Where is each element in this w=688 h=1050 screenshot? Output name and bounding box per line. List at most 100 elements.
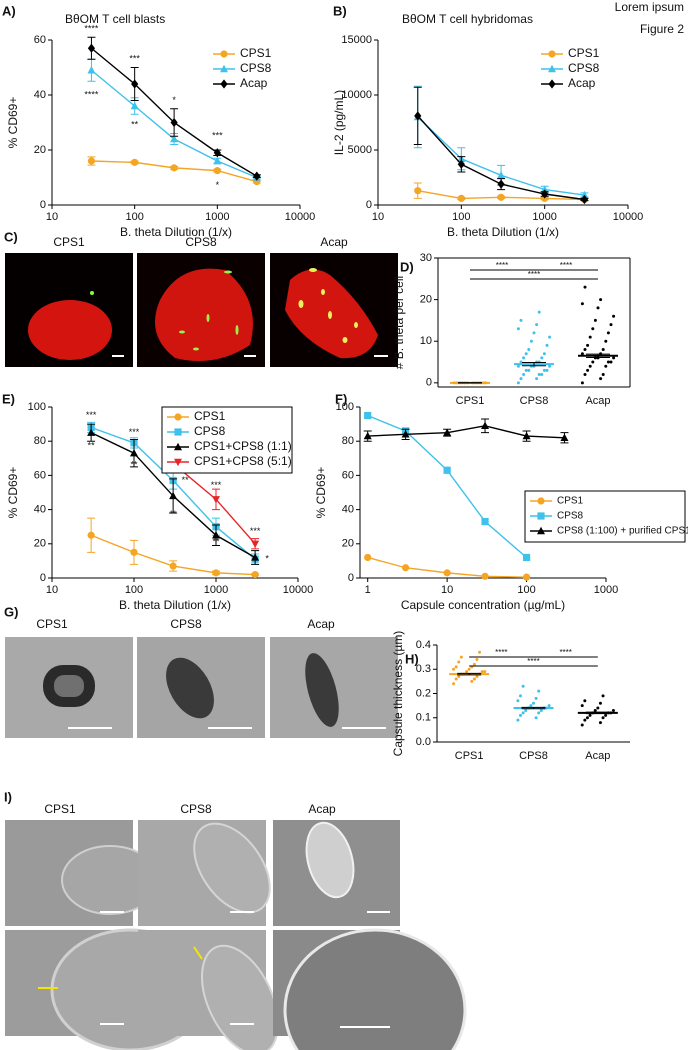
y-tick-label: 0.0	[416, 736, 431, 748]
x-axis-label: Capsule concentration (µg/mL)	[401, 598, 565, 612]
marker	[560, 433, 569, 441]
data-point	[596, 306, 600, 310]
legend-label: CPS8 (1:100) + purified CPS1	[557, 526, 688, 537]
y-tick-label: 0	[366, 199, 372, 211]
marker	[213, 167, 221, 175]
x-tick-label: 100	[125, 584, 143, 596]
panel-c: C) CPS1 CPS8 Acap	[4, 229, 398, 367]
x-tick-label: 1000	[532, 211, 556, 223]
y-tick-label: 60	[342, 469, 354, 481]
data-point	[529, 339, 533, 343]
annotation: **	[170, 509, 178, 519]
data-point	[480, 670, 484, 674]
annotation: **	[212, 536, 220, 546]
data-point	[522, 356, 526, 360]
legend-label: CPS1+CPS8 (1:1)	[194, 439, 292, 453]
y-tick-label: 10	[420, 335, 432, 347]
data-point	[580, 352, 584, 356]
data-point	[583, 699, 587, 703]
bacteria	[298, 268, 358, 343]
data-point	[601, 716, 605, 720]
x-tick-label: CPS1	[455, 750, 484, 762]
marker	[497, 193, 505, 201]
y-tick-label: 0	[40, 572, 46, 584]
data-point	[540, 373, 544, 377]
y-tick-label: 80	[34, 435, 46, 447]
marker	[522, 553, 531, 562]
panel-label: F)	[335, 391, 347, 406]
data-point	[516, 718, 520, 722]
data-point	[586, 368, 590, 372]
annotation: ***	[86, 410, 97, 420]
marker	[130, 548, 138, 556]
marker	[481, 572, 489, 580]
data-point	[475, 675, 479, 679]
marker	[522, 573, 531, 581]
data-point	[606, 331, 610, 335]
y-tick-label: 40	[34, 504, 46, 516]
y-tick-label: 60	[34, 469, 46, 481]
panel-label: D)	[400, 259, 414, 274]
marker	[251, 553, 260, 561]
legend-marker	[548, 64, 556, 73]
legend-marker	[537, 512, 545, 520]
data-point	[601, 348, 605, 352]
y-axis-label: % CD69+	[6, 467, 20, 519]
data-point	[470, 679, 474, 683]
x-tick-label: 100	[125, 211, 143, 223]
data-point	[454, 665, 458, 669]
y-tick-label: 20	[34, 538, 46, 550]
y-tick-label: 100	[336, 401, 354, 413]
panel-g: G) CPS1 CPS8 Acap	[4, 604, 398, 738]
legend-label: CPS8	[194, 424, 226, 438]
data-point	[588, 335, 592, 339]
data-point	[598, 721, 602, 725]
data-point	[593, 708, 597, 712]
annotation: ***	[212, 131, 223, 141]
chart-title: BθOM T cell blasts	[65, 12, 165, 26]
data-point	[516, 381, 520, 385]
bacterium	[305, 821, 355, 899]
data-point	[545, 368, 549, 372]
marker	[497, 171, 506, 179]
data-point	[537, 711, 541, 715]
y-tick-label: 10000	[341, 89, 372, 101]
x-tick-label: 100	[517, 584, 535, 596]
x-tick-label: 10	[46, 211, 58, 223]
y-tick-label: 20	[34, 144, 46, 156]
error-bar	[522, 361, 546, 367]
data-point	[519, 318, 523, 322]
data-point	[588, 713, 592, 717]
data-point	[534, 716, 538, 720]
data-point	[540, 356, 544, 360]
data-point	[537, 689, 541, 693]
data-point	[604, 339, 608, 343]
bacterium	[305, 653, 339, 727]
legend-label: CPS8	[568, 61, 600, 75]
marker	[481, 421, 490, 430]
bracket-label: ****	[559, 648, 571, 657]
data-point	[537, 373, 541, 377]
x-axis-label: B. theta Dilution (1/x)	[119, 598, 231, 612]
y-tick-label: 0.4	[416, 639, 431, 651]
data-point	[472, 677, 476, 681]
legend-label: CPS1	[240, 46, 272, 60]
data-point	[545, 343, 549, 347]
marker	[131, 158, 139, 166]
error-bar	[457, 672, 482, 676]
marker	[212, 531, 220, 539]
error-bar	[585, 711, 610, 715]
data-point	[483, 670, 487, 674]
panel-label: H)	[405, 651, 419, 666]
x-tick-label: 1000	[204, 584, 228, 596]
y-tick-label: 80	[342, 435, 354, 447]
data-point	[580, 723, 584, 727]
header-title: Lorem ipsum	[615, 0, 684, 14]
data-point	[591, 327, 595, 331]
data-point	[537, 310, 541, 314]
legend-label: Acap	[568, 76, 596, 90]
bracket-label: ****	[496, 261, 508, 270]
marker	[497, 179, 505, 189]
data-point	[583, 718, 587, 722]
